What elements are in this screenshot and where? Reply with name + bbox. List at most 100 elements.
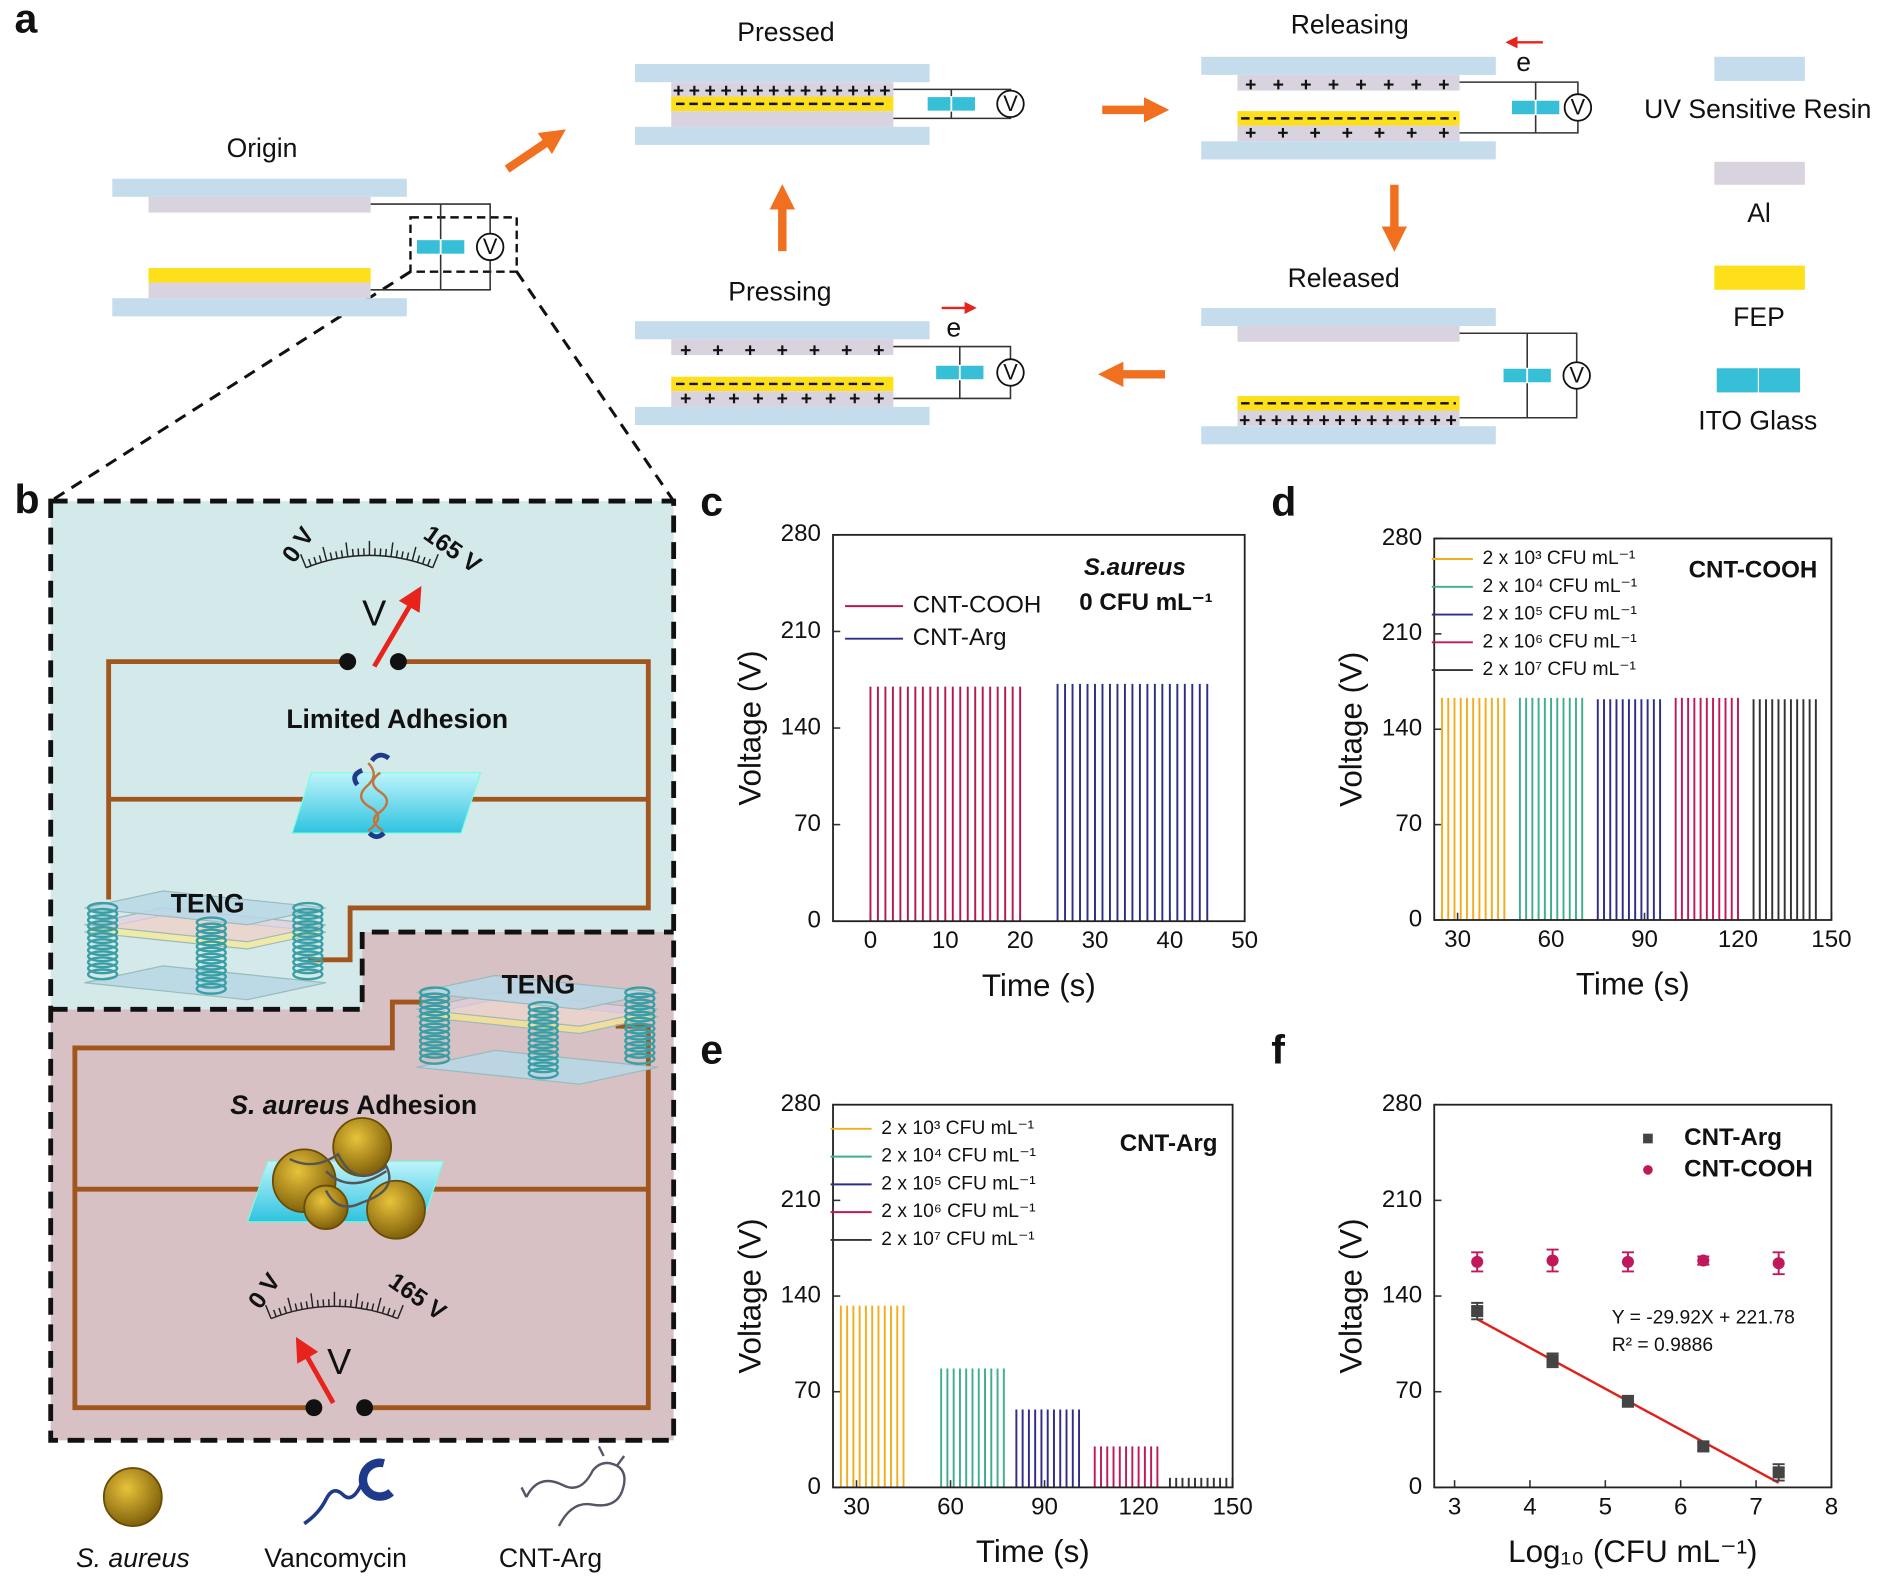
gauge-tick [392, 1309, 396, 1317]
plus-charge [1430, 415, 1441, 426]
electron-label: e [946, 313, 961, 343]
gauge-arc [305, 554, 434, 569]
gauge-tick [397, 1304, 404, 1319]
meter-label: V [327, 1341, 351, 1382]
terminal [356, 1399, 374, 1417]
gauge-tick [322, 546, 328, 562]
annotation: 0 CFU mL⁻¹ [1079, 589, 1212, 616]
x-tick-label: 0 [864, 927, 877, 954]
al-layer [148, 196, 371, 213]
gauge-tick [406, 552, 410, 560]
legend-label: CNT-Arg [1684, 1124, 1782, 1151]
legend-label: Vancomycin [264, 1543, 407, 1573]
legend-label: 2 x 10³ CFU mL⁻¹ [1483, 548, 1636, 569]
voltmeter-label: V [1569, 362, 1584, 387]
panel-label: d [1271, 479, 1296, 525]
legend-label: CNT-COOH [1684, 1155, 1813, 1182]
plus-charge [849, 393, 860, 404]
spring-coil [292, 913, 324, 927]
plus-charge [1356, 79, 1366, 90]
legend-label: CNT-Arg [913, 624, 1007, 651]
gauge-tick [265, 1304, 272, 1319]
y-tick-label: 280 [781, 1090, 821, 1117]
resin-layer [1201, 56, 1496, 75]
spring-coil [624, 1052, 656, 1065]
spring-coil [86, 944, 119, 957]
y-tick-label: 210 [781, 1186, 821, 1213]
al-layer [1237, 410, 1460, 427]
y-tick-label: 210 [1382, 1186, 1422, 1213]
spring-coil [86, 950, 119, 963]
spring-coil [195, 982, 227, 995]
annotation: CNT-Arg [1120, 1130, 1218, 1157]
plus-charge [1303, 415, 1314, 426]
spring-coil [624, 1028, 656, 1041]
resin-layer [1201, 426, 1496, 445]
plus-charge [825, 393, 836, 404]
plus-charge [1328, 79, 1339, 90]
legend-label: 2 x 10⁵ CFU mL⁻¹ [881, 1173, 1035, 1194]
spring-coil [527, 1025, 559, 1038]
x-tick-label: 50 [1231, 927, 1258, 954]
x-tick-label: 120 [1718, 926, 1758, 953]
x-tick-label: 7 [1749, 1493, 1762, 1520]
spring-coil [195, 964, 227, 977]
x-tick-label: 4 [1523, 1493, 1536, 1520]
spring-coil [195, 934, 227, 947]
x-tick-label: 3 [1448, 1493, 1461, 1520]
gauge-tick [421, 556, 426, 565]
plus-charge [816, 85, 827, 96]
plus-charge [768, 85, 779, 96]
spring-coil [195, 922, 227, 935]
state-label: Origin [227, 133, 298, 163]
spring-coil [418, 1052, 451, 1065]
cnt-strands [289, 1152, 391, 1208]
plus-charge [1301, 79, 1311, 90]
x-tick-label: 90 [1631, 926, 1658, 953]
x-tick-label: 120 [1118, 1493, 1158, 1520]
al-layer [671, 111, 894, 127]
y-tick-label: 70 [794, 810, 821, 837]
gauge-tick [432, 553, 439, 568]
y-tick-label: 0 [1409, 1473, 1422, 1500]
x-tick-label: 30 [1444, 926, 1471, 953]
spring-coil [527, 1061, 559, 1074]
point [1772, 1466, 1785, 1479]
legend-label: 2 x 10³ CFU mL⁻¹ [881, 1118, 1034, 1139]
voltmeter [996, 358, 1025, 387]
region-label: Limited Adhesion [286, 704, 508, 734]
panel-label: c [700, 479, 723, 525]
gauge-tick [349, 1299, 353, 1308]
chart: 0 70 140 210 280 0 10 20 30 40 50 Time (s) Voltage (… [732, 520, 1258, 1003]
gauge-tick [287, 1297, 293, 1313]
plus-charge [777, 345, 788, 355]
gauge-tick [345, 542, 349, 557]
teng-plate [416, 974, 659, 1010]
chart: 0 70 140 210 280 3 4 5 6 7 8 Log₁₀ (CFU mL⁻¹) Voltag… [1334, 1090, 1838, 1569]
state-label: Pressed [737, 17, 834, 47]
spring-coil [86, 907, 119, 920]
spring-coil [624, 1016, 656, 1029]
gauge-tick [386, 1307, 391, 1316]
spring-coil [624, 1034, 656, 1047]
x-axis-label: Time (s) [1576, 967, 1690, 1002]
plus-charge [689, 85, 700, 96]
spring-coil [86, 938, 119, 951]
gauge-tick [395, 550, 399, 558]
plus-charge [1374, 128, 1385, 138]
plus-charge [1382, 415, 1393, 426]
panel-label: e [700, 1027, 723, 1073]
y-axis-label: Voltage (V) [732, 1218, 767, 1373]
state-label: Pressing [728, 276, 831, 306]
x-tick-label: 30 [1082, 927, 1109, 954]
spring-coil [292, 919, 324, 933]
plus-charge [848, 85, 858, 96]
point [1697, 1440, 1710, 1453]
spring-coil [292, 962, 324, 975]
x-tick-label: 5 [1599, 1493, 1612, 1520]
x-tick-label: 150 [1811, 926, 1851, 953]
plus-charge [1245, 79, 1256, 90]
point [1621, 1395, 1634, 1408]
spring-coil [292, 932, 324, 945]
electron-label: e [1516, 47, 1531, 77]
